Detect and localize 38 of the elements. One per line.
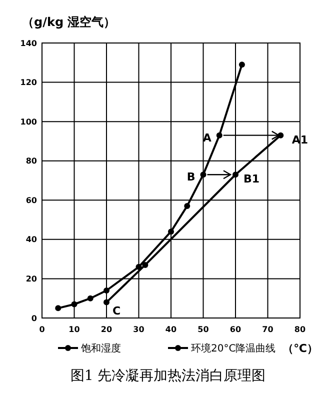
x-tick-label: 10 [68, 325, 80, 334]
point [232, 172, 238, 178]
point [104, 299, 110, 306]
point [238, 62, 245, 68]
annotation: A [202, 131, 212, 144]
legend-label: 饱和湿度 [80, 342, 121, 354]
y-tick-label: 100 [20, 117, 38, 126]
text: 图1 先冷凝再加热法消白原理图 [70, 368, 266, 384]
x-tick-label: 80 [294, 325, 306, 334]
point [200, 172, 206, 178]
y-tick-label: 40 [26, 235, 38, 244]
y-tick-label: 60 [26, 196, 38, 205]
x-tick-label: 60 [230, 325, 242, 334]
y-axis-title: （g/kg 湿空气） [22, 15, 116, 29]
point [71, 301, 78, 308]
point [168, 228, 174, 235]
annotation: C [112, 304, 121, 318]
x-tick-label: 0 [39, 325, 46, 334]
x-tick-label: 20 [100, 325, 112, 334]
point [55, 305, 62, 312]
x-tick-label: 50 [198, 325, 210, 334]
x-tick-label: 70 [262, 325, 274, 334]
point [184, 203, 190, 210]
annotation: B [186, 170, 196, 184]
point [216, 132, 222, 138]
y-tick-label: 20 [26, 274, 38, 284]
x-tick-label: 30 [133, 325, 145, 334]
point [87, 295, 94, 302]
annotation: B1 [244, 172, 260, 186]
point [142, 262, 148, 268]
x-axis-title: （℃） [282, 342, 318, 355]
legend-label: 环境20°C降温曲线 [191, 342, 276, 354]
y-tick-label: 80 [26, 156, 38, 166]
y-tick-label: 0 [31, 314, 38, 323]
y-tick-label: 140 [20, 38, 38, 48]
y-tick-label: 120 [20, 78, 38, 88]
x-tick-label: 40 [165, 325, 177, 334]
point [104, 288, 110, 294]
